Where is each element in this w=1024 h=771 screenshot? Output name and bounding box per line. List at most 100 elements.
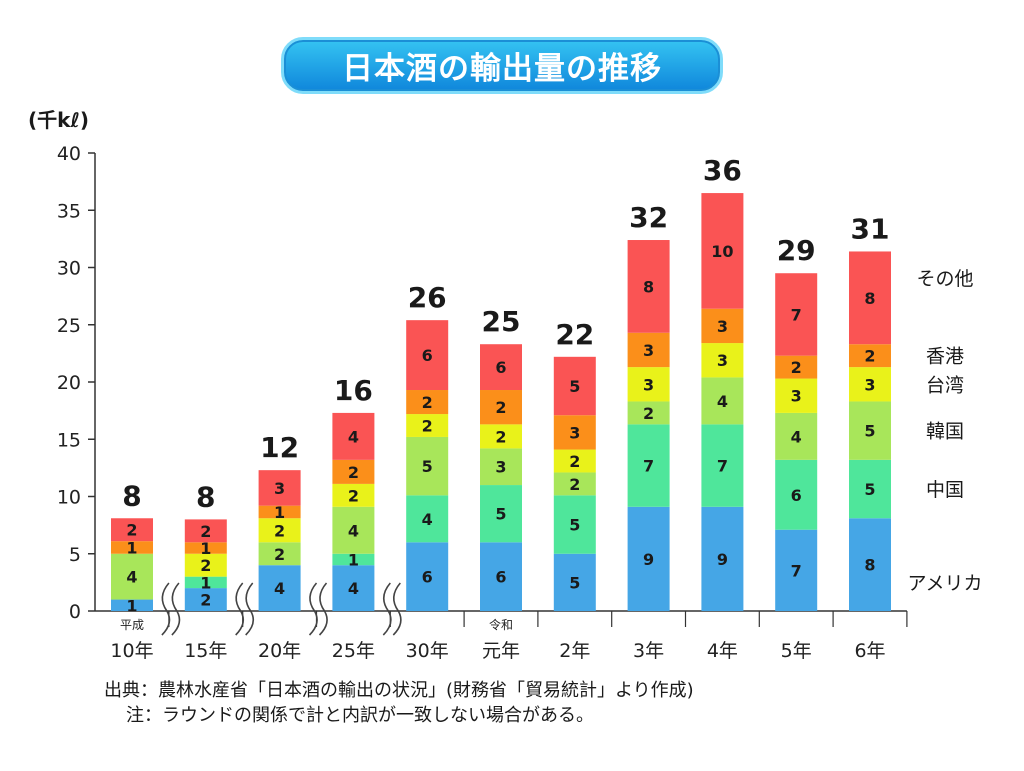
bar-segment <box>701 506 744 611</box>
chart-title-banner: 日本酒の輸出量の推移 <box>281 37 723 94</box>
segment-value-label: 1 <box>200 539 211 558</box>
legend-label: 香港 <box>926 346 964 368</box>
axis-break-mark <box>382 582 392 636</box>
bar-segment <box>480 448 522 486</box>
segment-value-label: 3 <box>717 351 728 370</box>
segment-value-label: 3 <box>791 387 802 406</box>
segment-value-label: 2 <box>495 398 506 417</box>
segment-value-label: 2 <box>274 521 285 540</box>
segment-value-label: 1 <box>274 503 285 522</box>
footnote: 注：ラウンドの関係で計と内訳が一致しない場合がある。 <box>126 705 594 726</box>
segment-value-label: 2 <box>200 591 211 610</box>
y-tick-label: 40 <box>57 143 81 165</box>
segment-value-label: 2 <box>126 521 137 540</box>
bar-segment <box>332 553 375 566</box>
segment-value-label: 8 <box>864 289 875 308</box>
bar-segment <box>406 390 449 415</box>
bar-segment <box>111 518 153 542</box>
bar-segment <box>184 519 227 543</box>
x-category-label: 15年 <box>184 640 227 662</box>
axis-break-mark <box>392 582 402 636</box>
y-tick-label: 35 <box>57 200 81 222</box>
segment-value-label: 2 <box>791 358 802 377</box>
bar-total-label: 31 <box>851 212 890 245</box>
segment-value-label: 1 <box>200 573 211 592</box>
bar-segment <box>332 483 375 507</box>
bar-segment <box>480 542 522 611</box>
bar-segment <box>111 541 153 554</box>
bar-segment <box>406 414 449 437</box>
bar-segment <box>553 356 596 416</box>
legend-label: 韓国 <box>926 421 964 443</box>
bar-segment <box>849 459 891 519</box>
bar-total-label: 25 <box>482 305 521 338</box>
bar-segment <box>553 495 596 554</box>
y-tick-label: 10 <box>57 487 81 509</box>
segment-value-label: 8 <box>643 277 654 296</box>
segment-value-label: 5 <box>569 377 580 396</box>
segment-value-label: 6 <box>495 568 506 587</box>
segment-value-label: 9 <box>643 550 654 569</box>
segment-value-label: 8 <box>864 556 875 575</box>
segment-value-label: 5 <box>864 422 875 441</box>
bar-segment <box>258 565 301 611</box>
x-category-label: 20年 <box>258 640 301 662</box>
footnotes: 出典：農林水産省「日本酒の輸出の状況」(財務省「貿易統計」より作成) 注：ラウン… <box>104 678 694 728</box>
chart-title: 日本酒の輸出量の推移 <box>342 51 662 87</box>
source-note: 出典：農林水産省「日本酒の輸出の状況」(財務省「貿易統計」より作成) <box>104 680 694 701</box>
segment-value-label: 4 <box>422 510 433 529</box>
bar-segment <box>627 506 670 611</box>
x-category-label: 6年 <box>854 640 885 662</box>
y-tick-label: 5 <box>69 544 81 566</box>
bar-segment <box>775 378 818 413</box>
segment-value-label: 2 <box>274 545 285 564</box>
bar-segment <box>406 495 449 543</box>
bar-segment <box>553 553 596 611</box>
axis-break-mark <box>171 582 181 636</box>
bar-segment <box>406 436 449 496</box>
bar-total-label: 8 <box>196 480 215 513</box>
segment-value-label: 4 <box>126 568 137 587</box>
bar-segment <box>775 412 818 460</box>
bar-segment <box>701 193 744 309</box>
legend-label: 台湾 <box>926 374 964 396</box>
bar-total-label: 12 <box>260 431 299 464</box>
bar-segment <box>775 459 818 530</box>
segment-value-label: 2 <box>200 556 211 575</box>
bar-segment <box>701 424 744 507</box>
segment-value-label: 1 <box>126 538 137 557</box>
segment-value-label: 9 <box>717 550 728 569</box>
segment-value-label: 3 <box>643 375 654 394</box>
bar-segment <box>332 459 375 484</box>
bar-segment <box>184 542 227 554</box>
bar-total-label: 26 <box>408 281 447 314</box>
bar-segment <box>553 472 596 496</box>
segment-value-label: 2 <box>348 463 359 482</box>
legend-label: 中国 <box>926 479 964 501</box>
segment-value-label: 3 <box>495 458 506 477</box>
bar-segment <box>480 424 522 449</box>
bar-segment <box>627 424 670 507</box>
bar-total-label: 29 <box>777 234 816 267</box>
segment-value-label: 6 <box>791 486 802 505</box>
segment-value-label: 4 <box>348 579 359 598</box>
bar-segment <box>406 320 449 391</box>
x-category-label: 10年 <box>110 640 153 662</box>
x-category-label: 5年 <box>781 640 812 662</box>
bar-segment <box>332 565 375 611</box>
stacked-bar-chart: 05101520253035401412810年21212815年4221312… <box>57 143 983 662</box>
y-tick-label: 15 <box>57 429 81 451</box>
axis-break-mark <box>161 582 171 636</box>
x-category-label: 30年 <box>406 640 449 662</box>
bar-segment <box>849 367 891 402</box>
segment-value-label: 2 <box>569 475 580 494</box>
segment-value-label: 7 <box>791 305 802 324</box>
segment-value-label: 5 <box>569 573 580 592</box>
segment-value-label: 6 <box>422 568 433 587</box>
bar-segment <box>184 588 227 611</box>
segment-value-label: 4 <box>274 579 285 598</box>
segment-value-label: 1 <box>126 596 137 615</box>
bar-segment <box>111 599 153 611</box>
legend-label: アメリカ <box>907 573 982 595</box>
bar-segment <box>332 412 375 460</box>
